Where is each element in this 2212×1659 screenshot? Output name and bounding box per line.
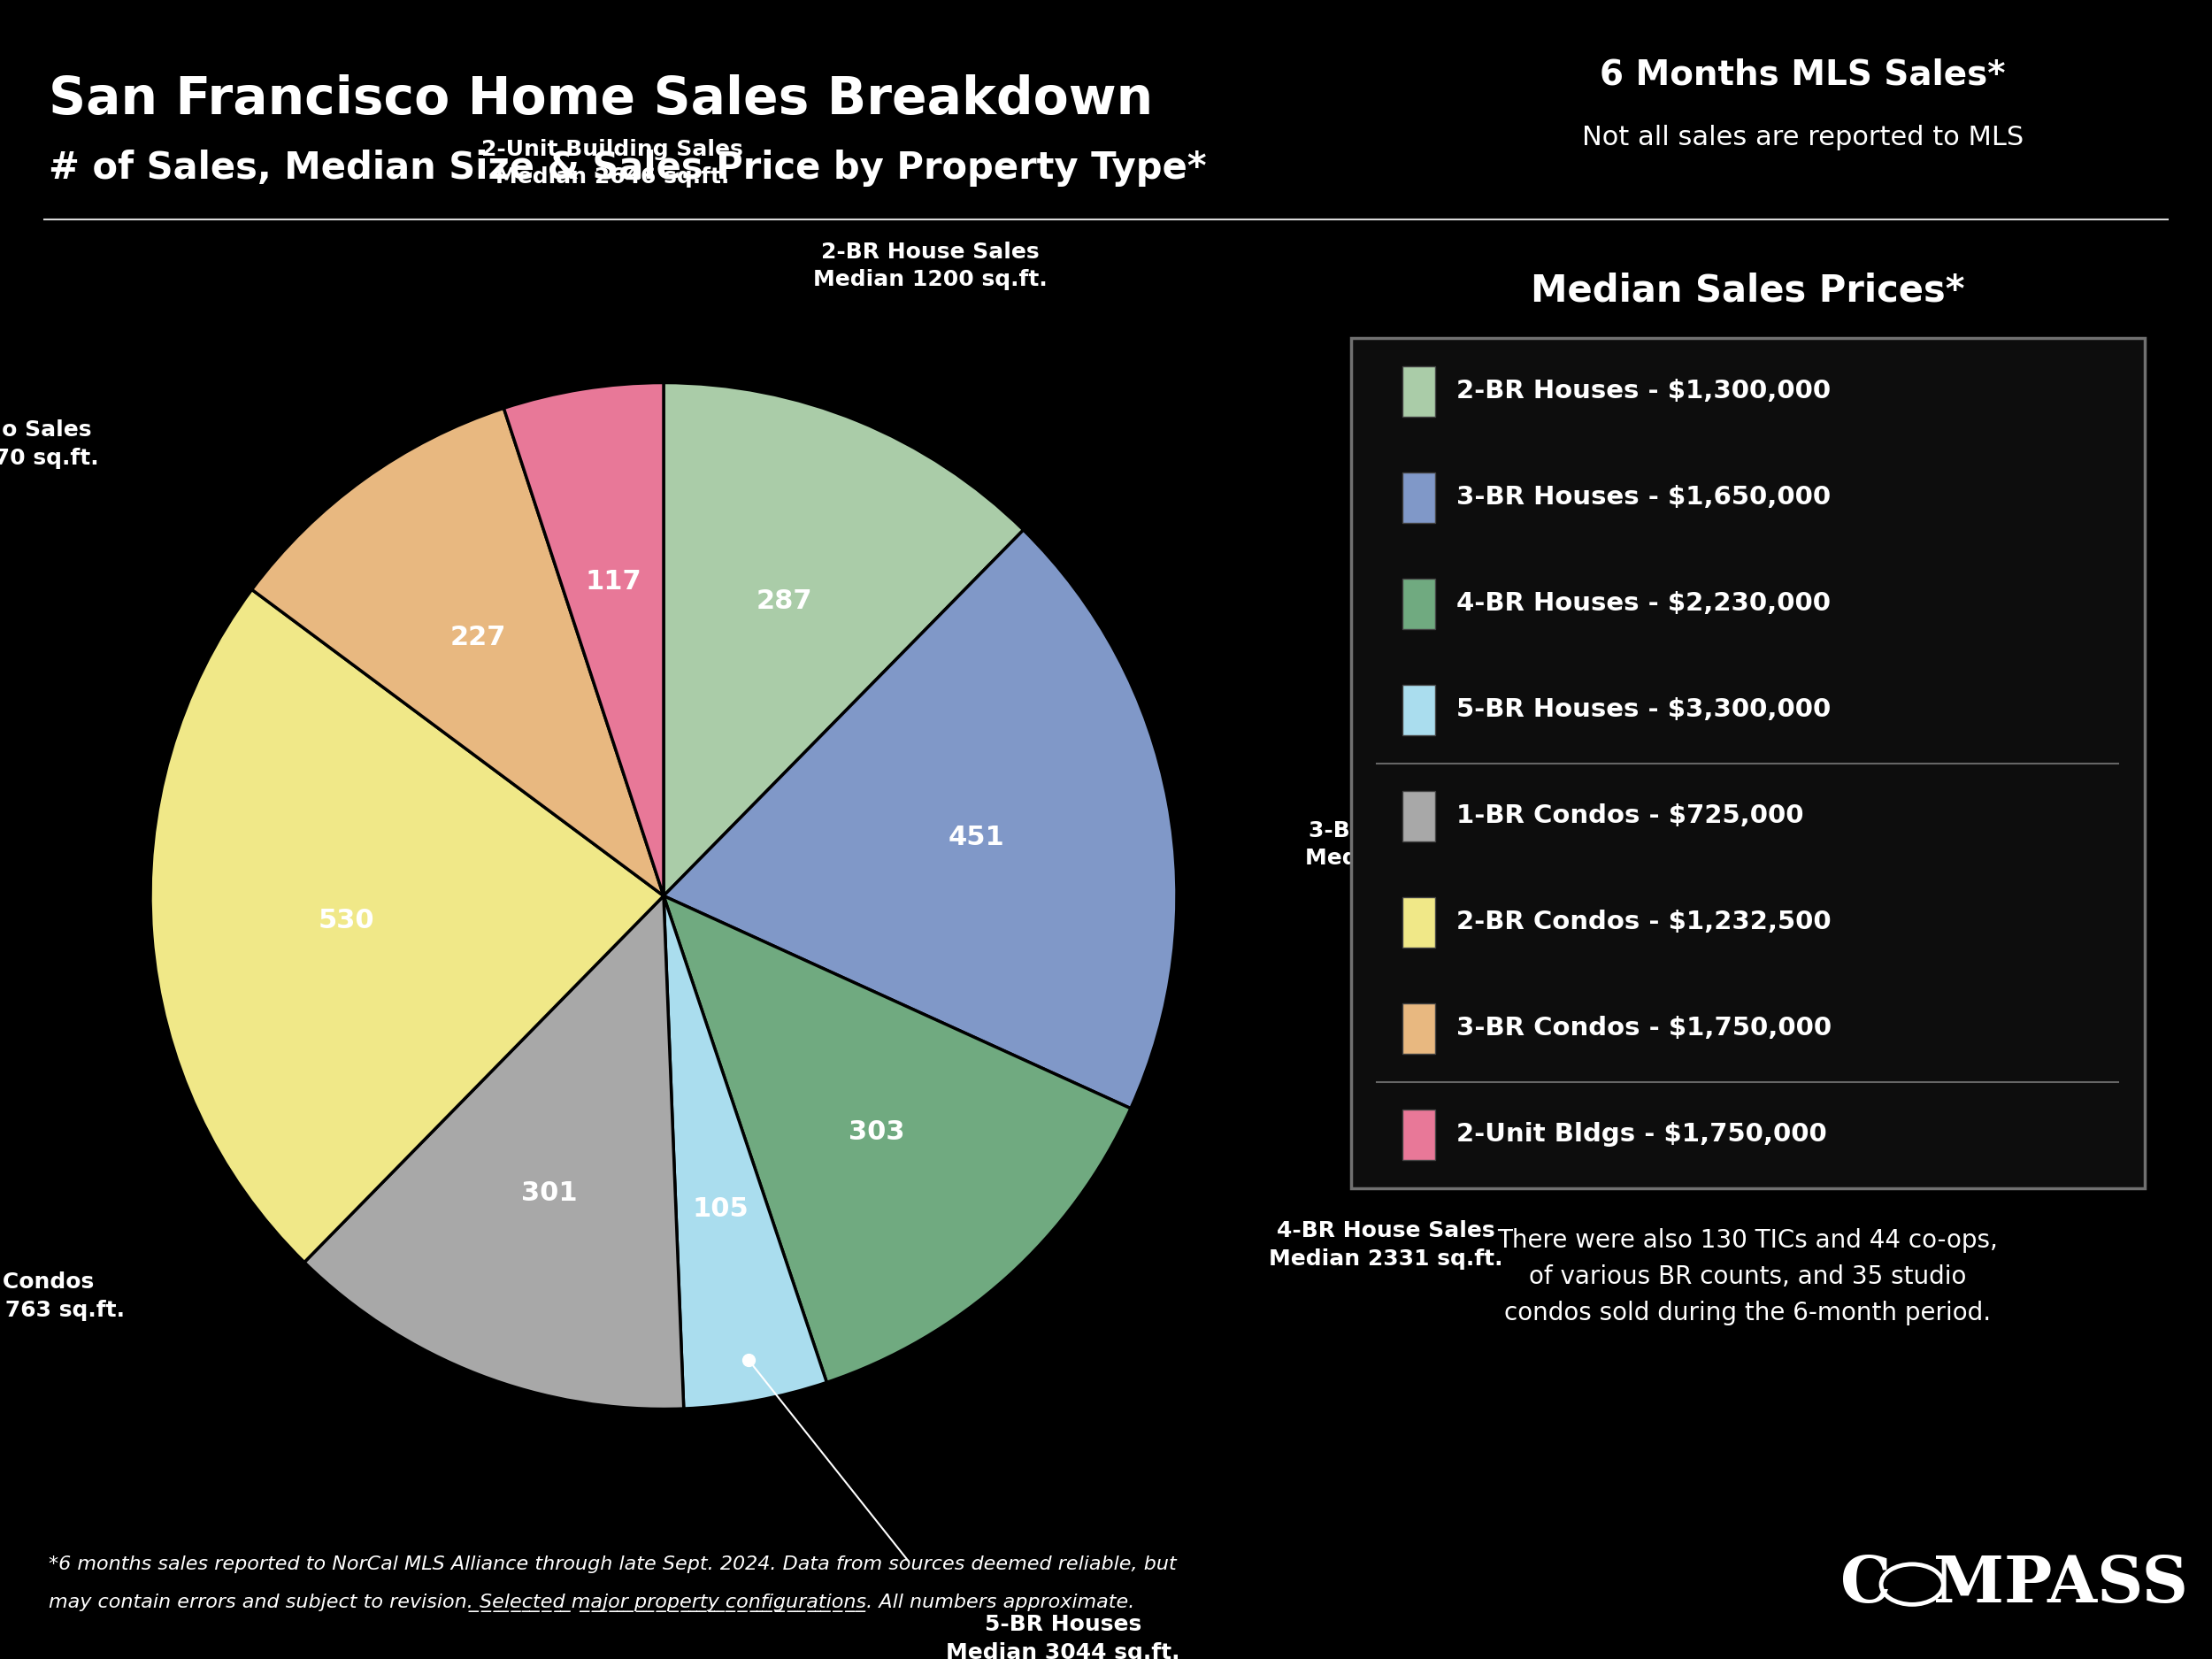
Wedge shape (664, 896, 827, 1408)
Text: 3-BR Houses - $1,650,000: 3-BR Houses - $1,650,000 (1458, 486, 1832, 509)
Text: 117: 117 (586, 569, 641, 594)
Text: 5-BR Houses - $3,300,000: 5-BR Houses - $3,300,000 (1458, 698, 1832, 722)
Text: 451: 451 (949, 825, 1004, 851)
Wedge shape (664, 383, 1024, 896)
Bar (1402, 367, 1436, 416)
Wedge shape (664, 529, 1177, 1108)
Text: There were also 130 TICs and 44 co-ops,
of various BR counts, and 35 studio
cond: There were also 130 TICs and 44 co-ops, … (1498, 1228, 1997, 1326)
Wedge shape (305, 896, 684, 1408)
Text: 2-BR House Sales
Median 1200 sq.ft.: 2-BR House Sales Median 1200 sq.ft. (814, 241, 1048, 290)
Bar (1402, 473, 1436, 523)
Bar (1402, 1004, 1436, 1053)
Text: 530: 530 (319, 907, 374, 934)
Text: 105: 105 (692, 1196, 750, 1221)
Text: 6 Months MLS Sales*: 6 Months MLS Sales* (1599, 58, 2006, 91)
Text: 4-BR Houses - $2,230,000: 4-BR Houses - $2,230,000 (1458, 592, 1832, 615)
Bar (1352, 338, 2143, 1188)
Text: 4-BR House Sales
Median 2331 sq.ft.: 4-BR House Sales Median 2331 sq.ft. (1270, 1221, 1504, 1269)
Text: 1-BR Condos
Median 763 sq.ft.: 1-BR Condos Median 763 sq.ft. (0, 1271, 124, 1321)
Text: 303: 303 (849, 1120, 905, 1145)
Text: 287: 287 (757, 589, 812, 614)
Text: Median Sales Prices*: Median Sales Prices* (1531, 272, 1964, 309)
Text: 3-BR Condos - $1,750,000: 3-BR Condos - $1,750,000 (1458, 1017, 1832, 1040)
Text: 2-Unit Bldgs - $1,750,000: 2-Unit Bldgs - $1,750,000 (1458, 1123, 1827, 1146)
Text: Not all sales are reported to MLS: Not all sales are reported to MLS (1582, 124, 2024, 149)
Bar (1402, 898, 1436, 947)
Text: 301: 301 (522, 1180, 577, 1206)
Wedge shape (504, 383, 664, 896)
Text: 2-BR Condos - $1,232,500: 2-BR Condos - $1,232,500 (1458, 911, 1832, 934)
Bar (1402, 1110, 1436, 1160)
Text: 3-BR House Sales
Median 1655 sq.ft: 3-BR House Sales Median 1655 sq.ft (1305, 820, 1531, 869)
Text: 227: 227 (449, 625, 507, 650)
Text: 1-BR Condos - $725,000: 1-BR Condos - $725,000 (1458, 805, 1805, 828)
Bar (1402, 685, 1436, 735)
Text: 2-BR Houses - $1,300,000: 2-BR Houses - $1,300,000 (1458, 380, 1832, 403)
Bar (1402, 791, 1436, 841)
Wedge shape (664, 896, 1130, 1382)
Text: MPASS: MPASS (1933, 1553, 2188, 1616)
Text: may contain errors and subject to revision. ̲S̲e̲l̲e̲c̲t̲e̲d̲ ̲m̲a̲j̲o̲r̲ ̲p̲r̲o: may contain errors and subject to revisi… (49, 1594, 1135, 1613)
Bar (1402, 579, 1436, 629)
Text: 3-BR Condo Sales
Median 1670 sq.ft.: 3-BR Condo Sales Median 1670 sq.ft. (0, 420, 100, 469)
Wedge shape (150, 589, 664, 1262)
Text: C: C (1840, 1553, 1891, 1616)
Text: 2-Unit Building Sales
Median 2646 sq.ft.: 2-Unit Building Sales Median 2646 sq.ft. (482, 138, 743, 187)
Wedge shape (252, 408, 664, 896)
Text: San Francisco Home Sales Breakdown: San Francisco Home Sales Breakdown (49, 75, 1152, 124)
Text: *6 months sales reported to NorCal MLS Alliance through late Sept. 2024. Data fr: *6 months sales reported to NorCal MLS A… (49, 1554, 1177, 1573)
Text: # of Sales, Median Size & Sales Price by Property Type*: # of Sales, Median Size & Sales Price by… (49, 149, 1206, 186)
Text: 5-BR Houses
Median 3044 sq.ft.: 5-BR Houses Median 3044 sq.ft. (947, 1614, 1179, 1659)
